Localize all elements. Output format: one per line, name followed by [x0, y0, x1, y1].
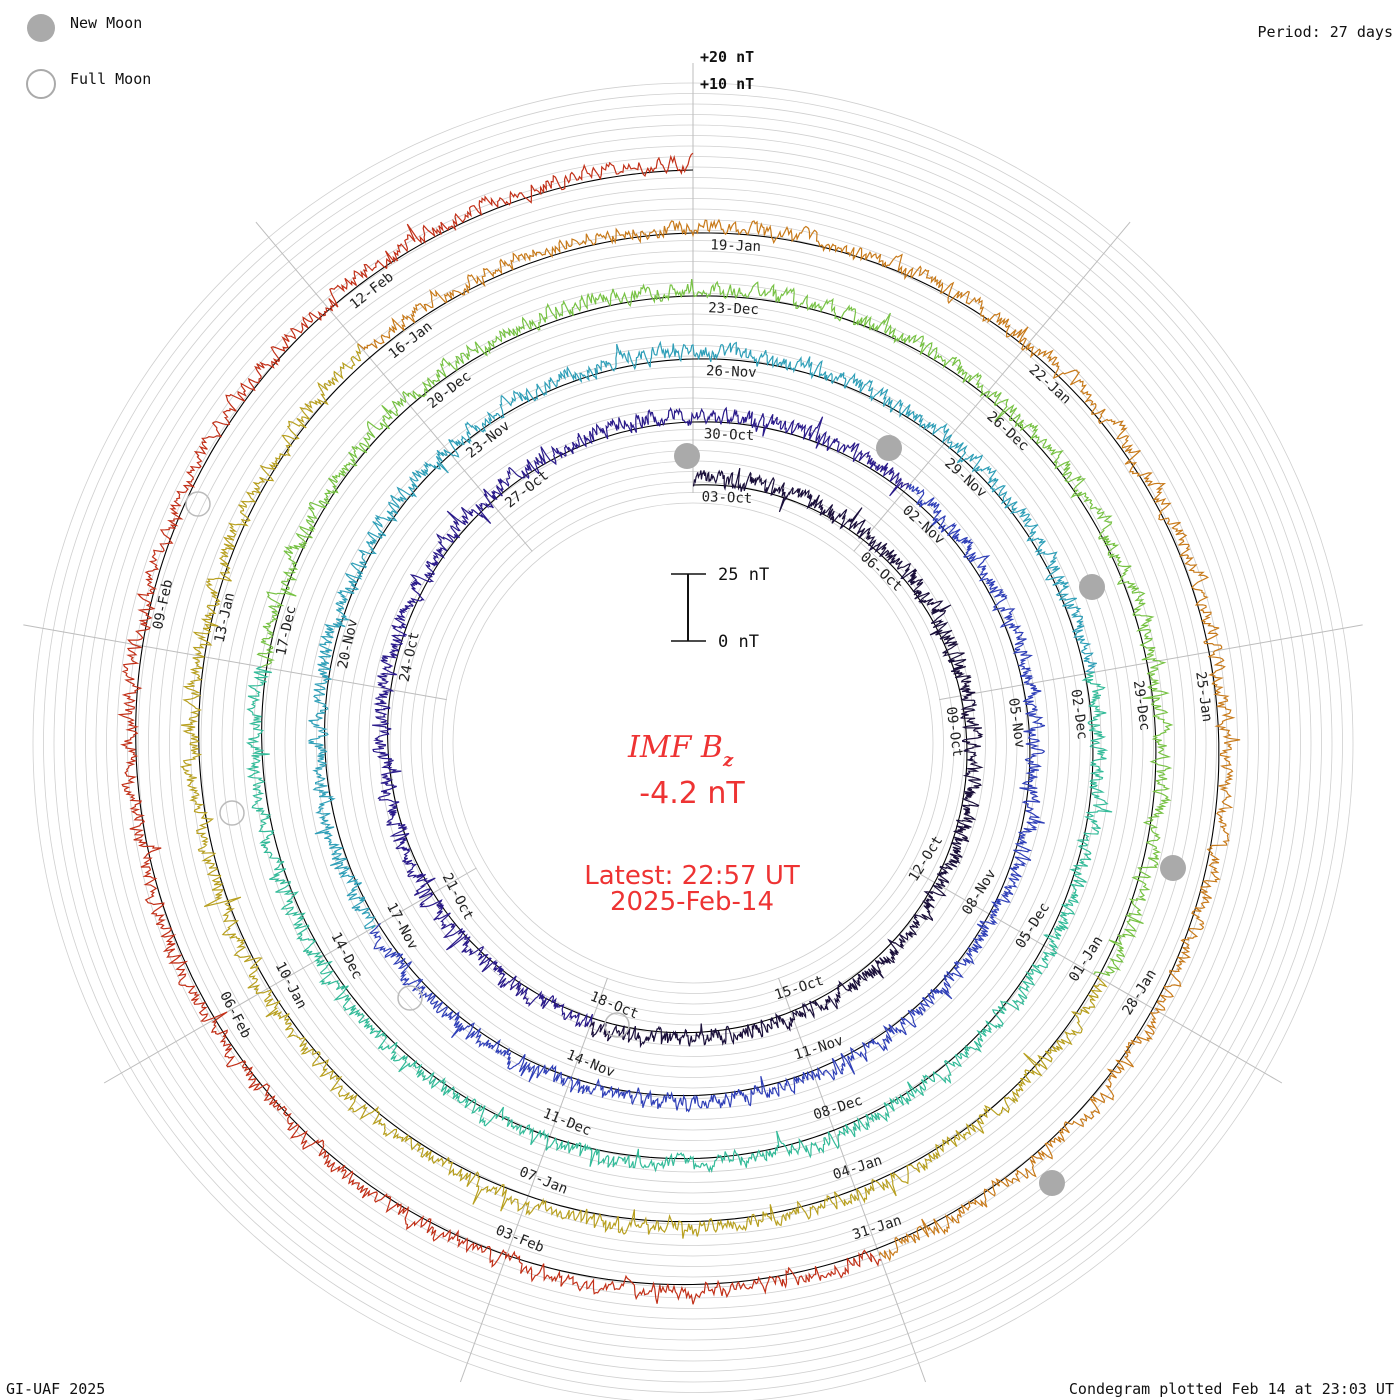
day-spoke	[939, 624, 1363, 701]
date-label: 25-Jan	[1192, 671, 1215, 723]
footer-plot-time: Condegram plotted Feb 14 at 23:03 UT	[1069, 1380, 1394, 1398]
latest-date: 2025-Feb-14	[610, 887, 774, 917]
new-moon-icon	[27, 14, 55, 42]
date-label: 18-Oct	[588, 989, 641, 1023]
date-label: 30-Oct	[704, 426, 755, 444]
new-moon-marker	[1079, 574, 1105, 600]
bz-series-segment	[357, 218, 1241, 1262]
date-label: 07-Jan	[517, 1164, 570, 1198]
date-label: 02-Dec	[1067, 688, 1090, 740]
ring-grid	[32, 82, 1354, 1400]
date-label: 05-Dec	[1013, 900, 1053, 951]
new-moon-marker	[876, 435, 902, 461]
new-moon-marker	[1160, 855, 1186, 881]
date-label: 26-Nov	[706, 363, 757, 381]
full-moon-marker	[397, 985, 423, 1011]
chart-title: IMF Bz	[627, 730, 734, 771]
day-spokes	[23, 63, 1363, 1383]
bz-series-segment	[256, 279, 1174, 977]
scale-bar: 25 nT 0 nT	[671, 565, 769, 652]
bz-series-segment	[372, 406, 909, 1028]
date-label: 19-Jan	[710, 237, 761, 255]
date-label: 05-Nov	[1005, 697, 1028, 749]
scale-bar-bottom-label: 0 nT	[718, 632, 759, 652]
bz-trace	[117, 152, 1241, 1305]
day-spoke	[103, 867, 477, 1084]
full-moon-marker	[604, 1012, 630, 1038]
scale-label-20: +20 nT	[700, 48, 754, 66]
new-moon-marker	[1039, 1170, 1065, 1196]
new-moon-label: New Moon	[70, 14, 142, 32]
footer-credit: GI-UAF 2025	[6, 1380, 105, 1398]
date-label: 08-Nov	[959, 867, 999, 918]
bz-series-segment	[589, 467, 984, 1049]
period-label: Period: 27 days	[1258, 23, 1393, 41]
day-spoke	[778, 977, 927, 1383]
day-spoke	[853, 221, 1131, 552]
bz-series-segment	[368, 483, 1046, 1113]
day-spoke	[459, 977, 608, 1383]
grid-ring	[452, 502, 934, 984]
current-value: -4.2 nT	[639, 776, 745, 811]
day-spoke	[23, 624, 447, 701]
moon-phase-markers	[185, 435, 1186, 1196]
date-label: 09-Oct	[943, 706, 966, 758]
bz-series-segment	[307, 340, 1097, 930]
full-moon-icon	[26, 69, 56, 99]
date-label: 14-Dec	[327, 930, 365, 982]
date-label: 23-Dec	[708, 300, 759, 318]
scale-label-10: +10 nT	[700, 75, 754, 93]
bz-series-segment	[117, 152, 882, 1305]
latest-time: Latest: 22:57 UT	[584, 861, 800, 891]
day-spoke	[909, 867, 1283, 1084]
date-label: 03-Feb	[493, 1222, 546, 1256]
bz-series-segment	[179, 343, 1108, 1239]
date-label: 03-Oct	[701, 489, 752, 507]
date-label: 29-Dec	[1130, 679, 1153, 731]
date-label: 01-Jan	[1066, 933, 1106, 984]
full-moon-marker	[219, 800, 245, 826]
date-label: 04-Jan	[831, 1152, 884, 1183]
full-moon-label: Full Moon	[70, 70, 151, 88]
scale-bar-top-label: 25 nT	[718, 565, 769, 585]
bz-series-segment	[245, 666, 1113, 1174]
full-moon-marker	[185, 491, 211, 517]
new-moon-marker	[674, 443, 700, 469]
